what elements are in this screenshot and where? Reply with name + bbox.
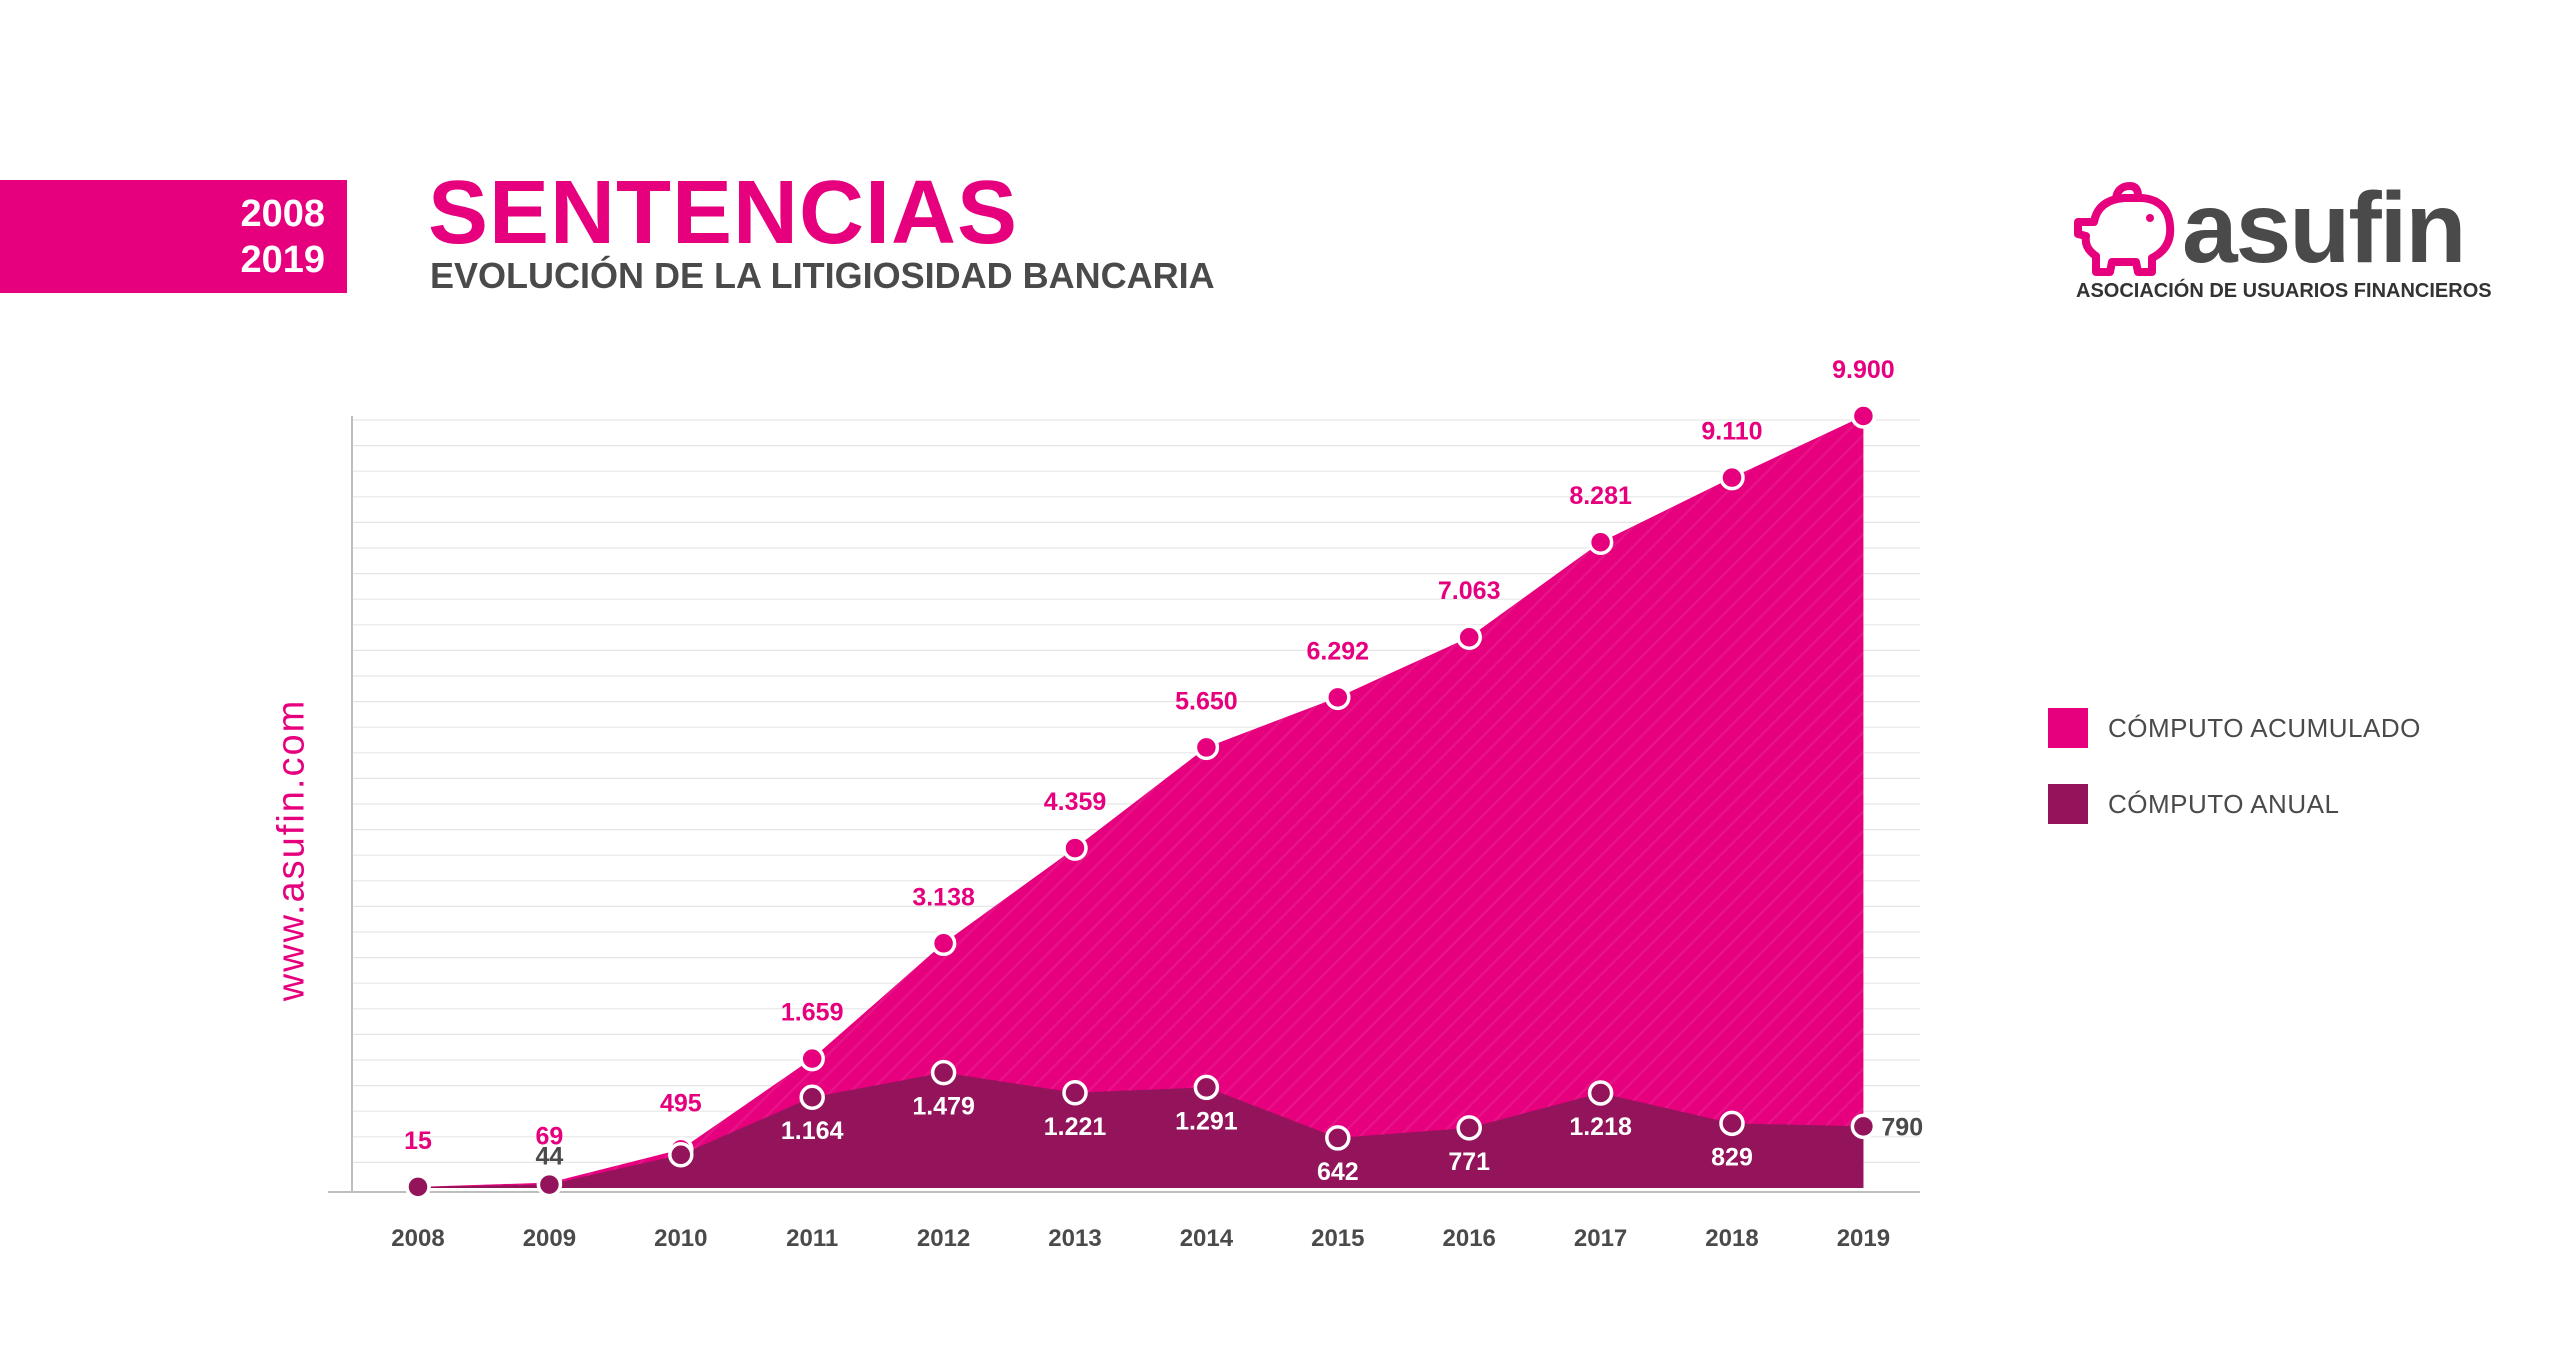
x-tick-label: 2019	[1837, 1225, 1890, 1252]
x-tick-label: 2012	[917, 1225, 970, 1252]
year-start: 2008	[240, 192, 325, 235]
marker-anual	[536, 1171, 563, 1198]
data-label-acumulado: 3.138	[912, 883, 975, 911]
page-title: SENTENCIAS	[428, 163, 1019, 263]
legend-item-acumulado: CÓMPUTO ACUMULADO	[2048, 708, 2421, 748]
x-tick-label: 2014	[1180, 1225, 1234, 1252]
marker-anual	[405, 1174, 431, 1200]
marker-anual	[1325, 1125, 1351, 1151]
legend-label-acumulado: CÓMPUTO ACUMULADO	[2108, 712, 2421, 743]
marker-acumulado	[1850, 403, 1877, 429]
data-label-anual: 829	[1711, 1143, 1753, 1171]
data-label-anual: 642	[1317, 1158, 1359, 1186]
legend-item-anual: CÓMPUTO ANUAL	[2048, 784, 2421, 824]
marker-anual	[1850, 1113, 1877, 1140]
marker-anual	[1062, 1080, 1088, 1106]
data-label-acumulado: 15	[404, 1127, 432, 1155]
data-label-acumulado: 1.659	[781, 999, 844, 1027]
marker-acumulado	[930, 930, 957, 957]
data-label-acumulado: 69	[535, 1123, 563, 1151]
marker-anual	[930, 1059, 957, 1086]
marker-acumulado	[1587, 529, 1614, 555]
marker-acumulado	[1456, 624, 1482, 650]
asufin-logo: asufin ASOCIACIÓN DE USUARIOS FINANCIERO…	[2072, 172, 2492, 308]
marker-acumulado	[1719, 464, 1745, 491]
legend-label-anual: CÓMPUTO ANUAL	[2108, 788, 2340, 819]
area-anual	[418, 1072, 1864, 1188]
data-label-acumulado: 5.650	[1175, 687, 1238, 715]
x-tick-label: 2018	[1705, 1225, 1758, 1252]
data-label-anual: 1.221	[1044, 1113, 1107, 1141]
data-label-acumulado: 6.292	[1307, 637, 1370, 665]
x-tick-label: 2013	[1048, 1225, 1101, 1252]
data-label-acumulado: 9.900	[1832, 356, 1895, 384]
data-label-anual: 44	[535, 1143, 563, 1171]
data-label-anual: 1.164	[781, 1117, 844, 1145]
marker-acumulado	[1062, 835, 1088, 861]
marker-anual	[1719, 1110, 1745, 1137]
data-label-anual: 1.218	[1569, 1113, 1632, 1141]
marker-anual	[799, 1084, 825, 1110]
data-label-acumulado: 8.281	[1569, 482, 1632, 510]
marker-acumulado	[1325, 684, 1351, 711]
data-label-acumulado: 495	[660, 1089, 702, 1117]
legend-swatch-acumulado	[2048, 708, 2088, 748]
data-label-anual: 1.291	[1175, 1107, 1238, 1135]
marker-anual	[668, 1142, 694, 1168]
logo-wordmark: asufin	[2182, 172, 2466, 284]
year-end: 2019	[240, 238, 325, 281]
data-label-anual: 771	[1448, 1148, 1490, 1176]
data-label-acumulado: 7.063	[1438, 577, 1501, 605]
legend-swatch-anual	[2048, 784, 2088, 824]
marker-acumulado	[1193, 734, 1220, 761]
data-label-anual: 1.479	[912, 1093, 975, 1121]
data-label-acumulado: 4.359	[1044, 788, 1107, 816]
marker-acumulado	[799, 1045, 825, 1072]
x-tick-label: 2017	[1574, 1225, 1627, 1252]
x-tick-label: 2010	[654, 1225, 707, 1252]
page-subtitle: EVOLUCIÓN DE LA LITIGIOSIDAD BANCARIA	[430, 255, 1215, 296]
x-tick-label: 2016	[1443, 1225, 1496, 1252]
year-range-badge: 2008 2019	[0, 180, 347, 293]
logo-tagline: ASOCIACIÓN DE USUARIOS FINANCIEROS	[2076, 280, 2492, 302]
data-label-acumulado: 9.110	[1701, 418, 1762, 446]
data-label-anual: 790	[1881, 1113, 1923, 1141]
marker-anual	[1456, 1115, 1482, 1141]
piggy-bank-icon	[2074, 182, 2175, 276]
marker-anual	[1193, 1074, 1220, 1101]
x-tick-label: 2009	[523, 1225, 576, 1252]
x-tick-label: 2011	[786, 1225, 838, 1252]
area-acumulado-texture	[418, 416, 1864, 1188]
x-tick-label: 2008	[391, 1225, 444, 1252]
x-tick-label: 2015	[1311, 1225, 1364, 1252]
marker-anual	[1587, 1080, 1614, 1106]
legend: CÓMPUTO ACUMULADO CÓMPUTO ANUAL	[2048, 708, 2421, 860]
